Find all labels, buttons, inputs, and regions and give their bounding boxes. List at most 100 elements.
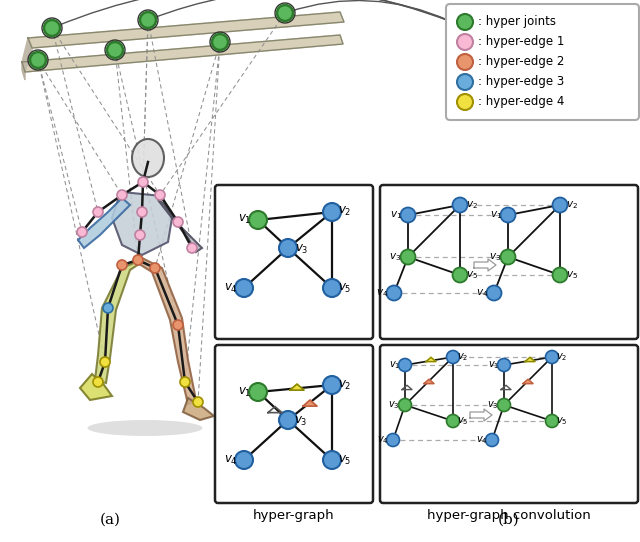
- FancyBboxPatch shape: [446, 4, 639, 120]
- Text: graph convolution: graph convolution: [449, 345, 570, 358]
- Text: (b): (b): [498, 513, 520, 527]
- Polygon shape: [158, 200, 202, 252]
- Polygon shape: [424, 379, 434, 384]
- Text: hyper-graph: hyper-graph: [253, 509, 335, 522]
- Circle shape: [497, 358, 511, 371]
- Text: $v_5$: $v_5$: [566, 269, 578, 281]
- Circle shape: [387, 434, 399, 447]
- Circle shape: [457, 54, 473, 70]
- Circle shape: [173, 217, 183, 227]
- Circle shape: [249, 211, 267, 229]
- Ellipse shape: [132, 139, 164, 177]
- Text: $v_3$: $v_3$: [388, 399, 400, 411]
- Circle shape: [173, 320, 183, 330]
- Polygon shape: [22, 38, 32, 72]
- Polygon shape: [426, 357, 436, 362]
- Polygon shape: [22, 62, 25, 80]
- Circle shape: [187, 243, 197, 253]
- Text: $v_5$: $v_5$: [466, 269, 478, 281]
- Circle shape: [401, 208, 415, 223]
- Circle shape: [486, 434, 499, 447]
- FancyBboxPatch shape: [215, 345, 373, 503]
- Polygon shape: [523, 379, 533, 384]
- Text: $v_2$: $v_2$: [339, 204, 352, 217]
- Text: $v_1$: $v_1$: [238, 212, 252, 225]
- Circle shape: [387, 286, 401, 300]
- Text: hyper-graph convolution: hyper-graph convolution: [427, 509, 591, 522]
- Text: $v_5$: $v_5$: [339, 454, 352, 467]
- Text: $v_3$: $v_3$: [489, 251, 501, 263]
- Circle shape: [93, 207, 103, 217]
- Ellipse shape: [88, 420, 202, 436]
- Circle shape: [452, 268, 467, 282]
- Circle shape: [155, 190, 165, 200]
- Circle shape: [30, 52, 46, 68]
- FancyBboxPatch shape: [380, 345, 638, 503]
- Circle shape: [552, 197, 568, 212]
- Circle shape: [235, 279, 253, 297]
- Circle shape: [399, 358, 412, 371]
- Text: $v_4$: $v_4$: [476, 434, 488, 446]
- Text: $v_4$: $v_4$: [224, 281, 238, 294]
- Text: $v_5$: $v_5$: [556, 415, 568, 427]
- Circle shape: [235, 451, 253, 469]
- Polygon shape: [22, 35, 343, 72]
- Circle shape: [323, 279, 341, 297]
- Circle shape: [93, 377, 103, 387]
- Circle shape: [497, 398, 511, 411]
- Circle shape: [323, 203, 341, 221]
- Circle shape: [103, 303, 113, 313]
- Circle shape: [447, 351, 460, 364]
- Circle shape: [137, 207, 147, 217]
- Circle shape: [457, 74, 473, 90]
- Circle shape: [486, 286, 502, 300]
- Text: $v_2$: $v_2$: [566, 199, 578, 211]
- Text: $v_3$: $v_3$: [487, 399, 499, 411]
- Circle shape: [180, 377, 190, 387]
- Polygon shape: [470, 409, 492, 421]
- Polygon shape: [525, 357, 535, 362]
- FancyBboxPatch shape: [215, 185, 373, 339]
- Circle shape: [457, 34, 473, 50]
- Text: $v_3$: $v_3$: [294, 415, 308, 428]
- Circle shape: [500, 249, 515, 264]
- Circle shape: [249, 383, 267, 401]
- Circle shape: [552, 268, 568, 282]
- Text: $v_4$: $v_4$: [377, 434, 389, 446]
- Circle shape: [44, 20, 60, 36]
- Circle shape: [277, 5, 293, 21]
- Circle shape: [447, 415, 460, 428]
- Text: $v_5$: $v_5$: [339, 281, 352, 294]
- Circle shape: [457, 14, 473, 30]
- Text: : hyper-edge 2: : hyper-edge 2: [478, 55, 564, 68]
- Polygon shape: [28, 12, 344, 48]
- Polygon shape: [183, 398, 214, 420]
- Text: $v_3$: $v_3$: [389, 251, 401, 263]
- Circle shape: [452, 197, 467, 212]
- Text: $v_1$: $v_1$: [238, 385, 252, 398]
- Circle shape: [212, 34, 228, 50]
- Polygon shape: [78, 198, 130, 248]
- Polygon shape: [303, 400, 317, 406]
- Text: $v_4$: $v_4$: [376, 287, 388, 299]
- Circle shape: [323, 451, 341, 469]
- Circle shape: [138, 177, 148, 187]
- Text: : hyper-edge 4: : hyper-edge 4: [478, 95, 564, 108]
- Polygon shape: [112, 192, 172, 255]
- Circle shape: [150, 263, 160, 273]
- Text: $v_2$: $v_2$: [556, 351, 568, 363]
- Text: $v_1$: $v_1$: [490, 209, 502, 221]
- FancyBboxPatch shape: [380, 185, 638, 339]
- Circle shape: [323, 376, 341, 394]
- Polygon shape: [474, 259, 496, 271]
- Circle shape: [140, 12, 156, 28]
- Circle shape: [279, 239, 297, 257]
- Text: $v_4$: $v_4$: [476, 287, 488, 299]
- Polygon shape: [28, 38, 32, 55]
- Text: normal graph: normal graph: [249, 345, 339, 358]
- Polygon shape: [136, 258, 196, 404]
- Circle shape: [399, 398, 412, 411]
- Circle shape: [100, 357, 110, 367]
- Circle shape: [545, 351, 559, 364]
- Text: $v_1$: $v_1$: [488, 359, 500, 371]
